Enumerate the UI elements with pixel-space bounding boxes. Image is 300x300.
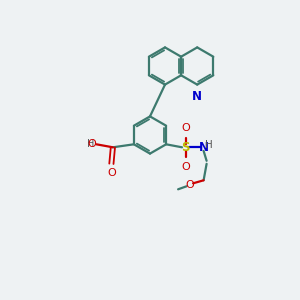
Text: H: H (206, 140, 213, 150)
Text: O: O (181, 162, 190, 172)
Text: N: N (192, 90, 202, 103)
Text: O: O (88, 139, 96, 149)
Text: O: O (181, 123, 190, 133)
Text: N: N (199, 141, 208, 154)
Text: O: O (186, 180, 194, 190)
Text: O: O (107, 168, 116, 178)
Text: S: S (182, 141, 190, 154)
Text: H: H (87, 139, 94, 149)
